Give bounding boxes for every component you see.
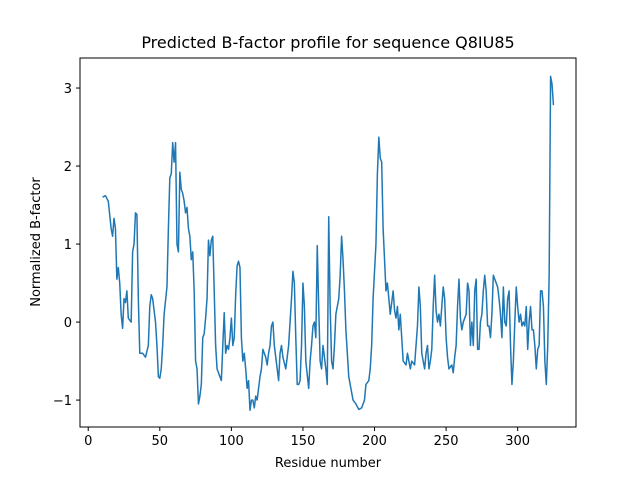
x-tick-label: 200 (362, 434, 387, 449)
y-tick-label: 1 (64, 238, 72, 253)
x-tick-label: 150 (291, 434, 316, 449)
data-line (102, 75, 555, 411)
y-tick-label: 2 (64, 160, 72, 175)
x-tick-label: 250 (434, 434, 459, 449)
x-tick-label: 100 (219, 434, 244, 449)
chart-title: Predicted B-factor profile for sequence … (141, 33, 514, 52)
axes-frame (79, 57, 577, 428)
x-axis-label: Residue number (275, 456, 382, 471)
y-axis-label: Normalized B-factor (29, 177, 44, 307)
x-tick-label: 0 (84, 434, 92, 449)
y-tick-label: 0 (64, 316, 72, 331)
x-tick-label: 300 (505, 434, 530, 449)
x-tick-label: 50 (152, 434, 169, 449)
plot-area (102, 75, 555, 411)
y-tick-label: −1 (53, 394, 72, 409)
y-tick-label: 3 (64, 82, 72, 97)
